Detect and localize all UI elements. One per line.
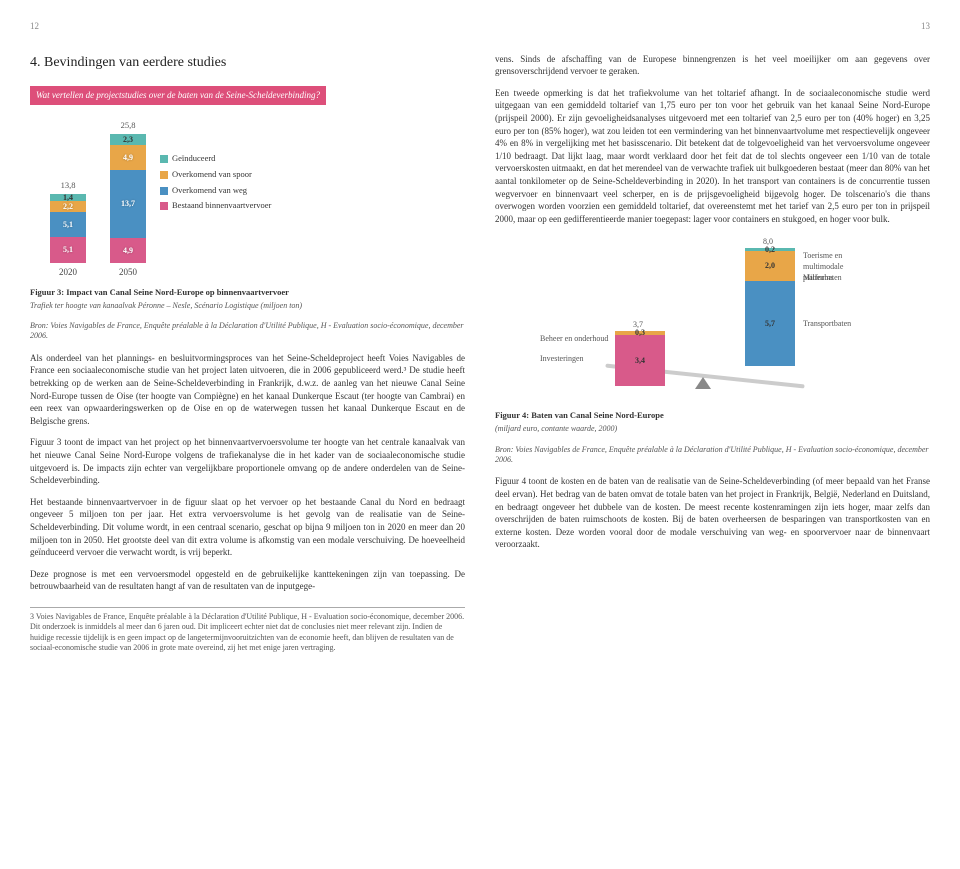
legend-swatch xyxy=(160,187,168,195)
bar-segment: 5,1 xyxy=(50,212,86,238)
subtitle-bar: Wat vertellen de projectstudies over de … xyxy=(30,86,326,105)
figure-3-source: Bron: Voies Navigables de France, Enquêt… xyxy=(30,321,465,342)
body-paragraph: Als onderdeel van het plannings- en besl… xyxy=(30,352,465,428)
legend-row: Overkomend van spoor xyxy=(160,169,271,181)
category-label: Transportbaten xyxy=(803,318,851,329)
bar-segment: 3,4 xyxy=(615,335,665,386)
body-paragraph: Figuur 3 toont de impact van het project… xyxy=(30,436,465,486)
figure-4-chart: 0,33,40,22,05,73,78,0Beheer en onderhoud… xyxy=(545,234,865,404)
bar-total-label: 13,8 xyxy=(50,180,86,192)
legend-label: Overkomend van weg xyxy=(172,185,247,197)
bar-segment: 4,9 xyxy=(110,145,146,170)
body-paragraph: Deze prognose is met een vervoersmodel o… xyxy=(30,568,465,593)
legend-label: Bestaand binnenvaartvervoer xyxy=(172,200,271,212)
category-label: Investeringen xyxy=(540,353,584,364)
legend-label: Geïnduceerd xyxy=(172,153,215,165)
figure-3-subcaption: Trafiek ter hoogte van kanaalvak Péronne… xyxy=(30,301,465,311)
figure-4-subcaption: (miljard euro, contante waarde, 2000) xyxy=(495,424,930,434)
figure-3-legend: Geïnduceerd Overkomend van spoor Overkomen… xyxy=(160,149,271,217)
body-paragraph: vens. Sinds de afschaffing van de Europe… xyxy=(495,53,930,78)
stacked-bar: 13,81,42,25,15,1 xyxy=(50,194,86,263)
bar-segment: 4,9 xyxy=(110,238,146,263)
figure-4-source: Bron: Voies Navigables de France, Enquêt… xyxy=(495,445,930,466)
stacked-bar: 25,82,34,913,74,9 xyxy=(110,134,146,263)
bar-total-label: 3,7 xyxy=(633,319,643,330)
bar-segment: 5,7 xyxy=(745,281,795,367)
balance-bar: 0,22,05,7 xyxy=(745,248,795,367)
bar-total-label: 25,8 xyxy=(110,120,146,132)
x-axis-label: 2050 xyxy=(110,266,146,279)
figure-3-chart: Geïnduceerd Overkomend van spoor Overkomen… xyxy=(30,119,310,279)
page-number-right: 13 xyxy=(495,20,930,33)
balance-bar: 0,33,4 xyxy=(615,331,665,387)
bar-segment: 2,0 xyxy=(745,251,795,281)
x-axis-label: 2020 xyxy=(50,266,86,279)
legend-row: Bestaand binnenvaartvervoer xyxy=(160,200,271,212)
legend-swatch xyxy=(160,155,168,163)
left-column: 12 4. Bevindingen van eerdere studies Wa… xyxy=(30,20,465,849)
footnote: 3 Voies Navigables de France, Enquête pr… xyxy=(30,607,465,654)
fulcrum-icon xyxy=(695,377,711,389)
page-number-left: 12 xyxy=(30,20,465,33)
legend-swatch xyxy=(160,171,168,179)
body-paragraph: Het bestaande binnenvaartvervoer in de f… xyxy=(30,496,465,559)
legend-row: Geïnduceerd xyxy=(160,153,271,165)
bar-total-label: 8,0 xyxy=(763,236,773,247)
bar-segment: 2,2 xyxy=(50,201,86,212)
legend-row: Overkomend van weg xyxy=(160,185,271,197)
category-label: Beheer en onderhoud xyxy=(540,333,608,344)
body-paragraph: Een tweede opmerking is dat het trafiekv… xyxy=(495,87,930,226)
category-label: Milieubaten xyxy=(803,272,842,283)
bar-segment: 5,1 xyxy=(50,237,86,263)
bar-segment: 13,7 xyxy=(110,170,146,239)
legend-label: Overkomend van spoor xyxy=(172,169,252,181)
bar-segment: 2,3 xyxy=(110,134,146,146)
body-paragraph: Figuur 4 toont de kosten en de baten van… xyxy=(495,475,930,551)
figure-3-caption: Figuur 3: Impact van Canal Seine Nord-Eu… xyxy=(30,287,465,299)
section-title: 4. Bevindingen van eerdere studies xyxy=(30,53,465,73)
legend-swatch xyxy=(160,202,168,210)
figure-4-caption: Figuur 4: Baten van Canal Seine Nord-Eur… xyxy=(495,410,930,422)
right-column: 13 vens. Sinds de afschaffing van de Eur… xyxy=(495,20,930,849)
